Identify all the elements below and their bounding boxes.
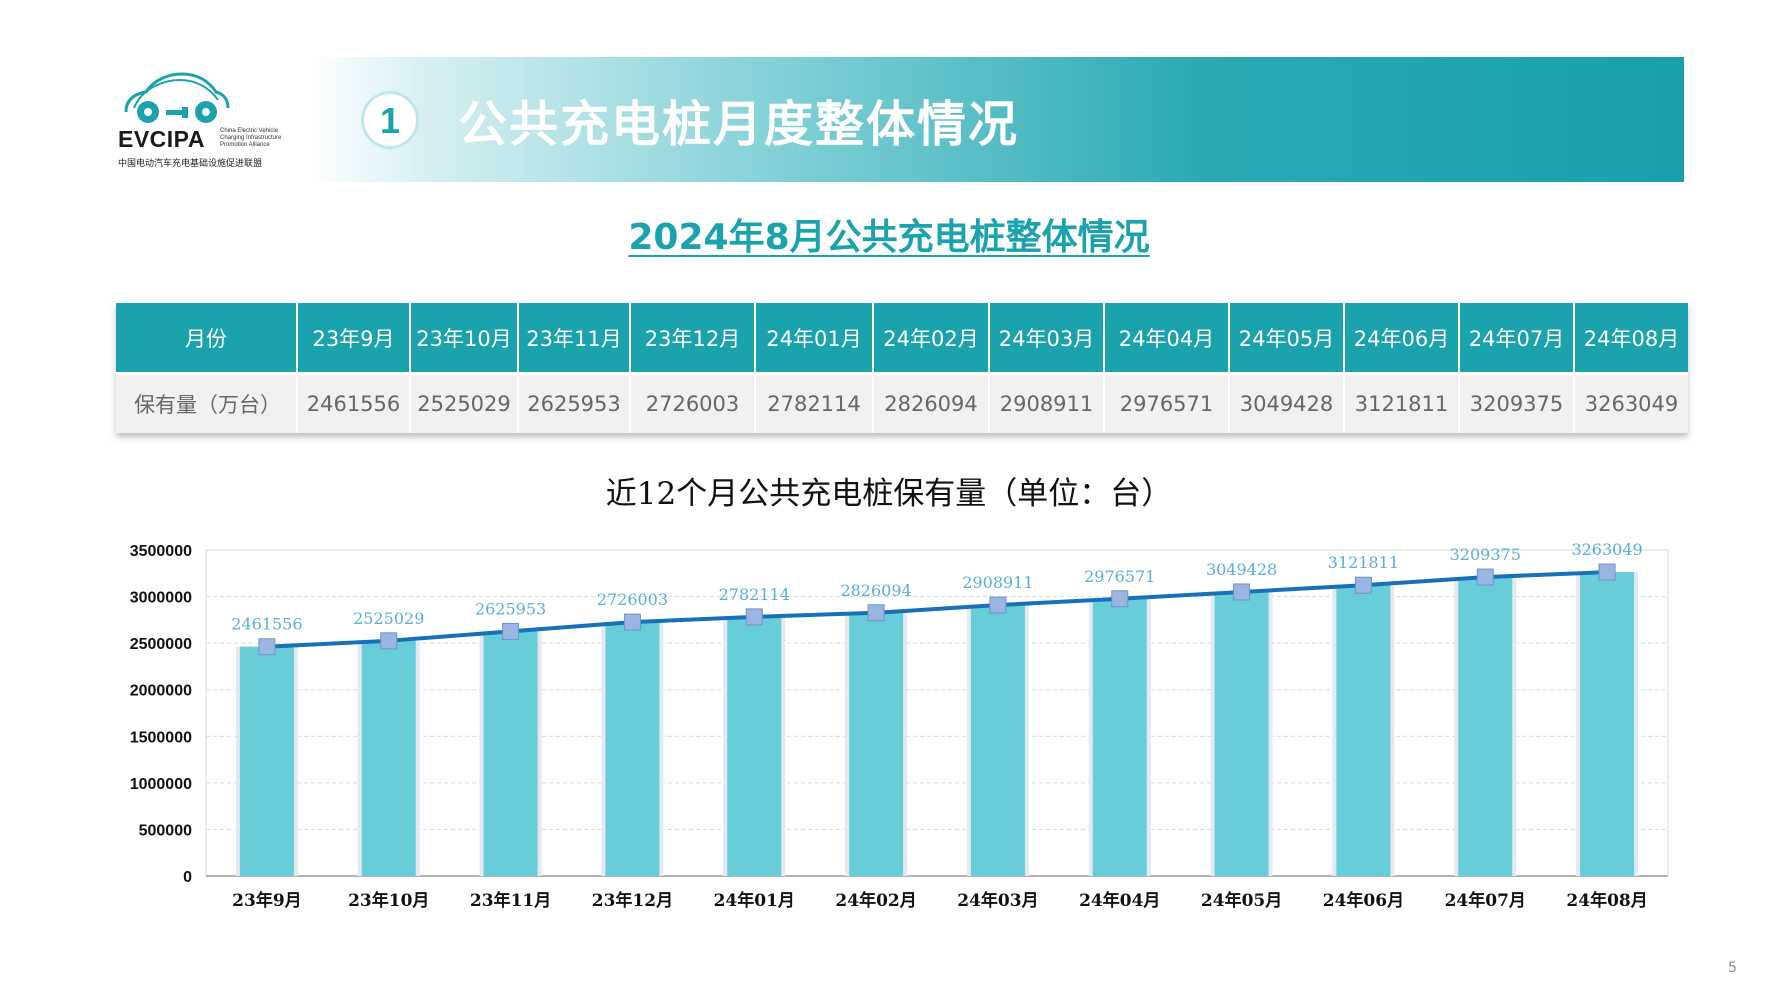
data-label: 2782114 [719, 585, 790, 604]
x-tick-label: 23年9月 [232, 890, 302, 911]
line-marker [867, 604, 885, 622]
table-header-label: 月份 [116, 303, 298, 374]
value-cell: 3263049 [1574, 372, 1688, 433]
bar [849, 612, 904, 876]
x-tick-label: 24年08月 [1566, 890, 1647, 911]
x-tick-label: 23年11月 [470, 890, 551, 911]
value-cell: 3049428 [1229, 372, 1345, 433]
line-marker [1233, 583, 1251, 601]
x-tick-label: 24年06月 [1323, 890, 1404, 911]
section-title: 公共充电桩月度整体情况 [458, 96, 1020, 153]
logo-subtitle-cn: 中国电动汽车充电基础设施促进联盟 [118, 159, 263, 169]
month-cell: 23年12月 [630, 303, 756, 374]
y-tick-label: 2500000 [130, 636, 192, 653]
line-marker [989, 596, 1007, 614]
bar [605, 622, 660, 876]
line-marker [745, 608, 763, 626]
bar [1092, 598, 1147, 876]
value-cell: 2826094 [873, 372, 990, 433]
bar [1458, 577, 1513, 876]
data-label: 3049428 [1206, 560, 1277, 579]
data-label: 3263049 [1571, 540, 1642, 559]
chart-title: 近12个月公共充电桩保有量（单位：台） [605, 476, 1173, 512]
x-tick-label: 24年03月 [957, 890, 1038, 911]
month-cell: 24年03月 [989, 303, 1105, 374]
value-cell: 2625953 [518, 372, 631, 433]
bar [727, 616, 782, 876]
x-tick-label: 23年12月 [592, 890, 673, 911]
table-header-row: 月份 23年9月 23年10月 23年11月 23年12月 24年01月 24年… [116, 303, 1688, 374]
x-tick-label: 24年04月 [1079, 890, 1160, 911]
line-marker [1354, 576, 1372, 594]
data-label: 2461556 [231, 615, 302, 634]
data-label: 3121811 [1328, 553, 1399, 572]
evcipa-logo: EVCIPA China Electric Vehicle Charging I… [118, 70, 308, 174]
data-label: 3209375 [1450, 545, 1521, 564]
y-tick-label: 3000000 [130, 590, 192, 607]
logo-brand: EVCIPA [118, 126, 205, 152]
line-marker [502, 622, 520, 640]
table-row-label: 保有量（万台） [116, 372, 298, 433]
data-table: 月份 23年9月 23年10月 23年11月 23年12月 24年01月 24年… [116, 303, 1688, 433]
x-tick-label: 24年01月 [714, 890, 795, 911]
value-cell: 2976571 [1104, 372, 1230, 433]
x-tick-label: 24年05月 [1201, 890, 1282, 911]
value-cell: 2726003 [630, 372, 756, 433]
section-number-badge: 1 [364, 94, 416, 146]
bar [1580, 572, 1635, 876]
bar [1214, 591, 1269, 876]
month-cell: 23年11月 [518, 303, 631, 374]
value-cell: 3121811 [1344, 372, 1460, 433]
month-cell: 23年9月 [297, 303, 411, 374]
bar [483, 631, 538, 876]
y-tick-label: 1500000 [130, 729, 192, 746]
bar [361, 640, 416, 876]
line-marker [1111, 590, 1129, 608]
value-cell: 2461556 [297, 372, 411, 433]
value-cell: 3209375 [1459, 372, 1575, 433]
car-plug-icon [124, 72, 230, 123]
y-tick-label: 3500000 [130, 543, 192, 560]
page-number: 5 [1728, 960, 1737, 976]
line-marker [1476, 568, 1494, 586]
month-cell: 24年07月 [1459, 303, 1575, 374]
table-value-row: 保有量（万台） 2461556 2525029 2625953 2726003 … [116, 372, 1688, 433]
value-cell: 2782114 [755, 372, 874, 433]
page-subtitle: 2024年8月公共充电桩整体情况 [628, 217, 1150, 258]
line-marker [623, 613, 641, 631]
value-cell: 2908911 [989, 372, 1105, 433]
month-cell: 24年04月 [1104, 303, 1230, 374]
month-cell: 23年10月 [410, 303, 519, 374]
line-marker [1598, 563, 1616, 581]
bar [1336, 585, 1391, 876]
section-banner: 1 公共充电桩月度整体情况 [310, 57, 1684, 182]
bar [970, 605, 1025, 876]
month-cell: 24年01月 [755, 303, 874, 374]
data-label: 2908911 [962, 573, 1033, 592]
month-cell: 24年02月 [873, 303, 990, 374]
x-tick-label: 24年02月 [835, 890, 916, 911]
value-cell: 2525029 [410, 372, 519, 433]
y-tick-label: 0 [183, 869, 192, 886]
month-cell: 24年06月 [1344, 303, 1460, 374]
bar [239, 646, 294, 876]
plot-frame [205, 549, 1669, 877]
x-tick-label: 23年10月 [348, 890, 429, 911]
data-label: 2726003 [597, 590, 668, 609]
line-marker [380, 632, 398, 650]
y-tick-label: 2000000 [130, 683, 192, 700]
line-marker [258, 638, 276, 656]
logo-subtitle-en: China Electric Vehicle Charging Infrastr… [220, 128, 282, 148]
month-cell: 24年05月 [1229, 303, 1345, 374]
month-cell: 24年08月 [1574, 303, 1688, 374]
data-label: 2976571 [1084, 567, 1155, 586]
data-label: 2826094 [840, 581, 911, 600]
y-tick-label: 1000000 [130, 776, 192, 793]
data-label: 2525029 [353, 609, 424, 628]
y-tick-label: 500000 [139, 822, 192, 839]
line-series [266, 570, 1608, 649]
x-tick-label: 24年07月 [1445, 890, 1526, 911]
data-label: 2625953 [475, 599, 546, 618]
